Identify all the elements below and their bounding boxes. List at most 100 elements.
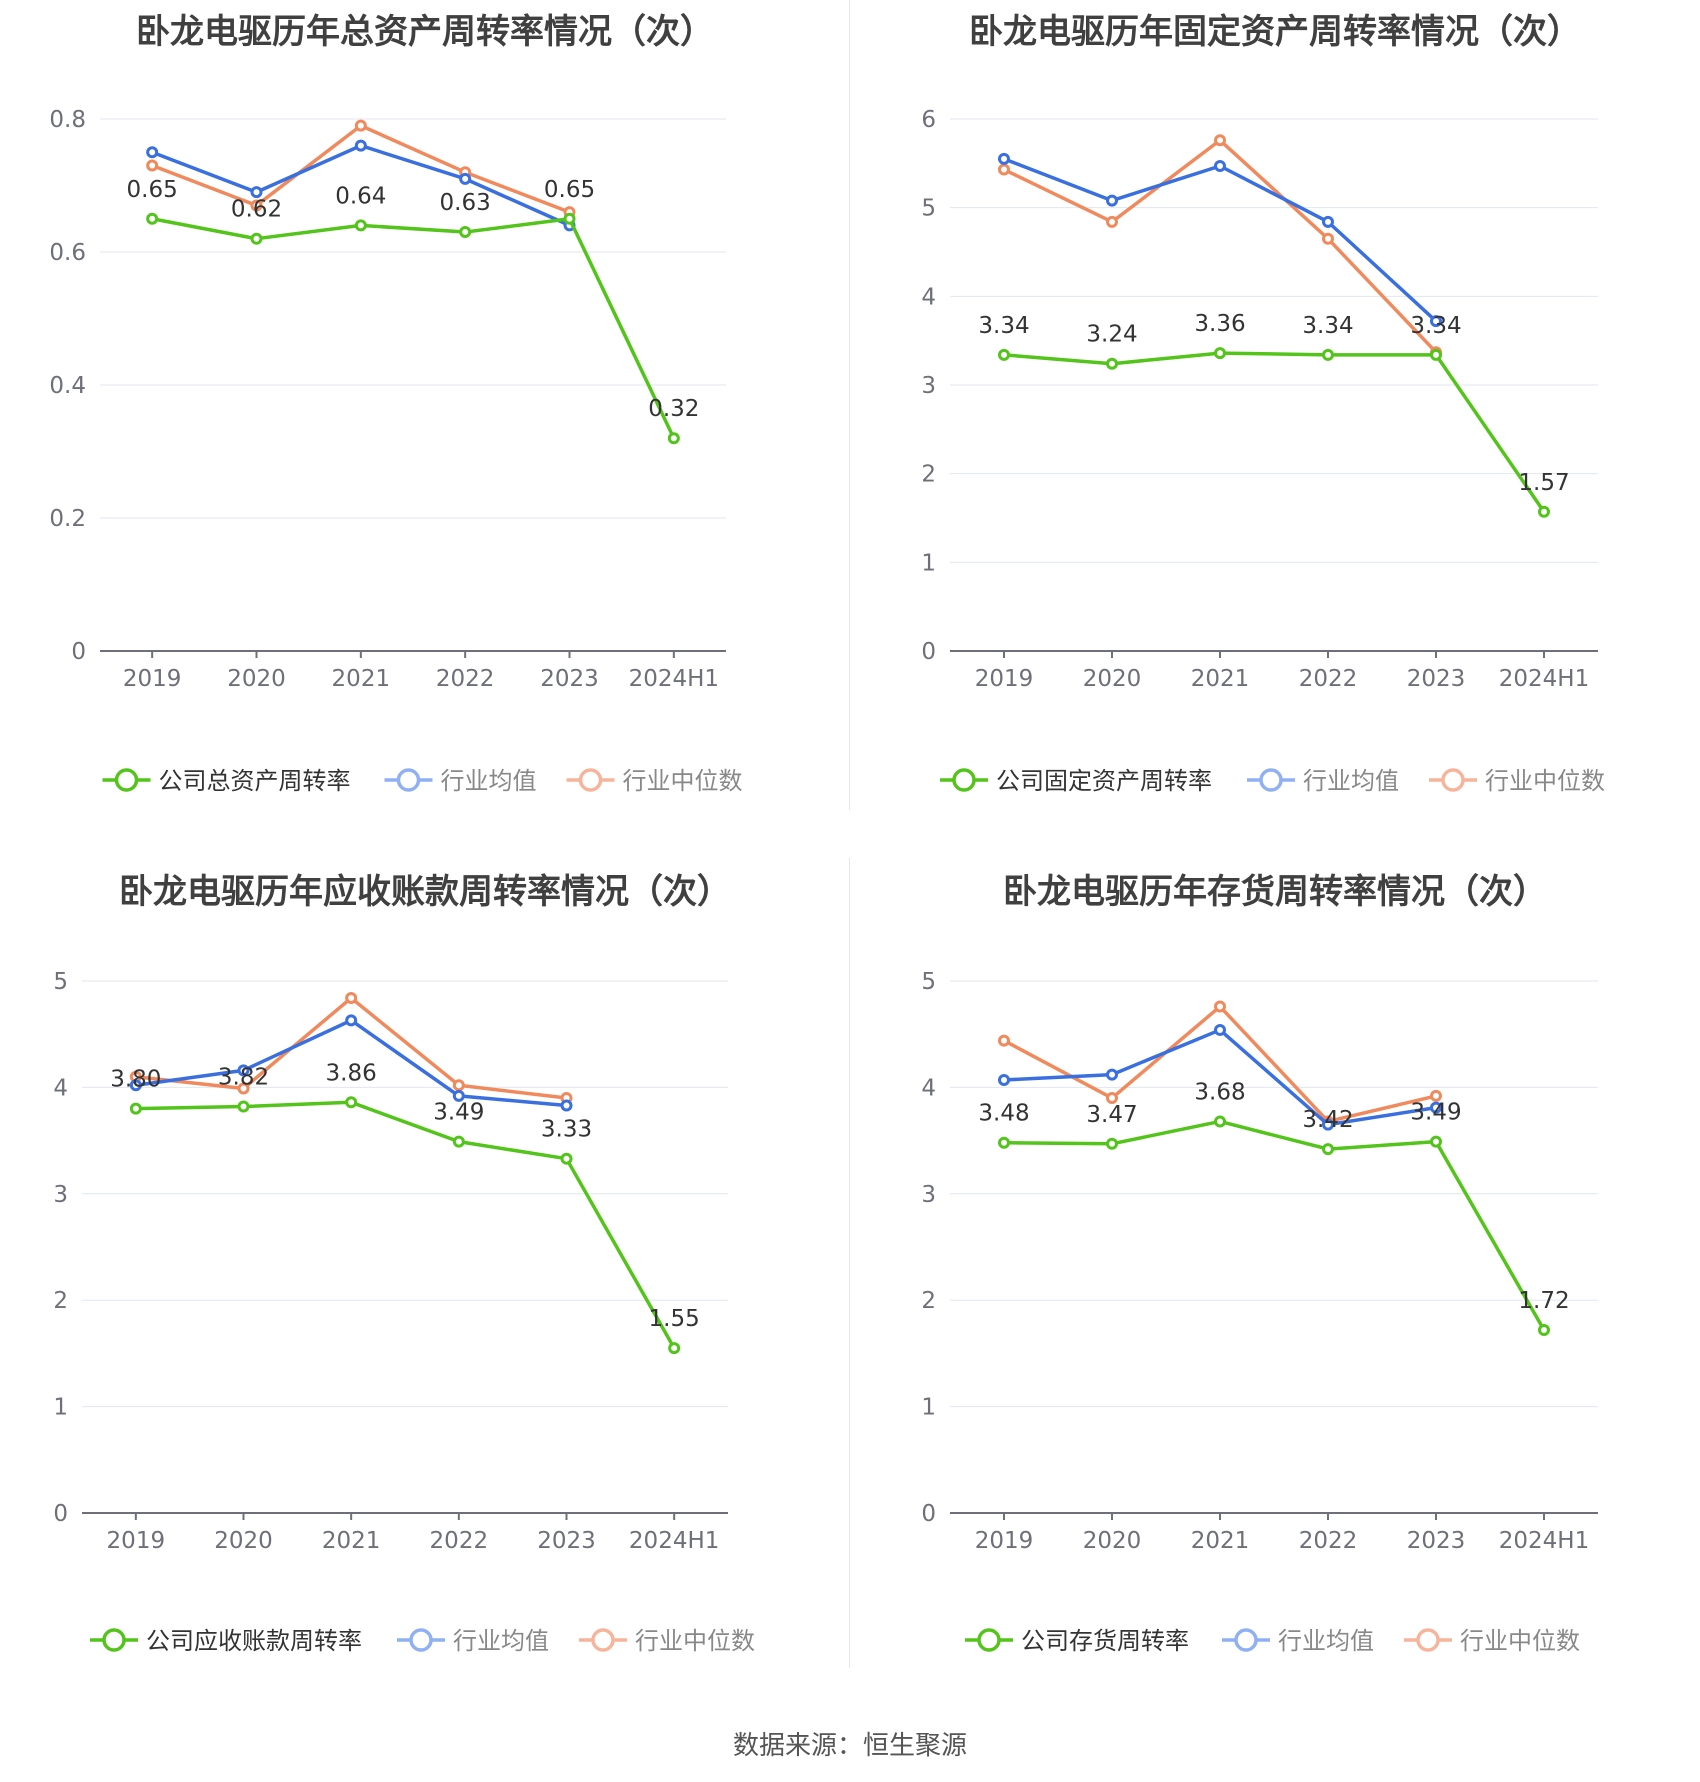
legend-label: 行业中位数 <box>1485 767 1605 795</box>
data-point <box>1430 315 1442 328</box>
data-point <box>560 1099 573 1112</box>
chart-title: 卧龙电驱历年应收账款周转率情况（次） <box>119 872 731 912</box>
x-tick-label: 2024H1 <box>629 1528 719 1554</box>
panel-divider-bottom <box>849 858 850 1668</box>
data-point <box>1430 1101 1442 1114</box>
data-point <box>452 1079 465 1092</box>
data-point <box>1106 1137 1118 1150</box>
x-tick-label: 2019 <box>975 1528 1034 1554</box>
x-tick-label: 2020 <box>227 666 286 692</box>
data-point <box>998 348 1010 361</box>
data-point <box>1214 347 1226 360</box>
y-tick-label: 4 <box>53 1075 68 1101</box>
legend-label: 公司应收账款周转率 <box>146 1627 362 1655</box>
data-label: 1.55 <box>649 1306 700 1332</box>
data-point <box>250 186 263 199</box>
legend-marker <box>102 1628 126 1652</box>
legend-marker <box>1259 768 1283 792</box>
legend-label: 公司固定资产周转率 <box>996 767 1212 795</box>
data-point <box>452 1135 465 1148</box>
y-tick-label: 0.4 <box>49 373 86 399</box>
x-tick-label: 2021 <box>1191 1528 1250 1554</box>
data-label: 0.62 <box>231 197 282 223</box>
data-point <box>1214 1000 1226 1013</box>
x-tick-label: 2019 <box>107 1528 166 1554</box>
data-label: 3.24 <box>1086 322 1137 348</box>
series-line <box>151 217 676 439</box>
legend-marker <box>1416 1628 1440 1652</box>
x-tick-label: 2022 <box>1299 666 1358 692</box>
legend-label: 行业均值 <box>1303 767 1399 795</box>
x-tick-label: 2024H1 <box>629 666 719 692</box>
y-tick-label: 0.8 <box>49 107 86 133</box>
data-point <box>345 992 358 1005</box>
data-point <box>1106 1092 1118 1105</box>
data-point <box>1322 215 1334 228</box>
data-label: 3.80 <box>110 1067 161 1093</box>
data-point <box>146 212 159 225</box>
series-line <box>1003 351 1546 513</box>
y-tick-label: 0 <box>71 639 86 665</box>
y-tick-label: 6 <box>921 107 936 133</box>
data-point <box>129 1102 142 1115</box>
data-label: 0.63 <box>440 190 491 216</box>
data-label: 1.57 <box>1518 470 1569 496</box>
data-label: 3.48 <box>978 1101 1029 1127</box>
data-label: 3.34 <box>978 313 1029 339</box>
data-point <box>250 199 263 212</box>
chart-panel-inventory-turnover: 卧龙电驱历年存货周转率情况（次） 0 1 2 3 4 5 2019 2020 2021 2022 2… <box>850 860 1700 1720</box>
legend-label: 行业均值 <box>441 767 537 795</box>
x-tick-label: 2020 <box>1083 666 1142 692</box>
data-point <box>1106 357 1118 370</box>
data-point <box>1322 1118 1334 1131</box>
x-tick-label: 2023 <box>1407 1528 1466 1554</box>
data-point <box>1106 1068 1118 1081</box>
chart-svg: 0 0.2 0.4 0.6 0.8 2019 2020 2021 2022 2023 2024H1 0… <box>49 107 743 795</box>
x-tick-label: 2024H1 <box>1499 666 1589 692</box>
data-label: 3.49 <box>1410 1100 1461 1126</box>
data-point <box>1538 505 1550 518</box>
legend-marker <box>409 1628 433 1652</box>
data-point <box>146 146 159 159</box>
y-tick-label: 1 <box>53 1395 68 1421</box>
y-tick-label: 3 <box>921 1182 936 1208</box>
y-tick-label: 2 <box>53 1288 68 1314</box>
data-point <box>998 152 1010 165</box>
data-point <box>345 1096 358 1109</box>
chart-panel-fixed-asset-turnover: 卧龙电驱历年固定资产周转率情况（次） 0 1 2 3 4 5 6 2019 2020 2021 20… <box>850 0 1700 860</box>
legend-marker <box>114 768 139 792</box>
data-label: 3.68 <box>1194 1079 1245 1105</box>
y-tick-label: 4 <box>921 284 936 310</box>
panel-divider-top <box>849 0 850 810</box>
legend-marker <box>396 768 421 792</box>
data-point <box>1322 348 1334 361</box>
data-label: 3.42 <box>1302 1107 1353 1133</box>
x-tick-label: 2019 <box>123 666 182 692</box>
legend-label: 行业中位数 <box>623 767 743 795</box>
data-point <box>354 219 367 232</box>
data-label: 3.36 <box>1194 311 1245 337</box>
data-point <box>146 159 159 172</box>
data-point <box>1106 215 1118 228</box>
chart-title: 卧龙电驱历年总资产周转率情况（次） <box>136 12 714 52</box>
data-point <box>452 1089 465 1102</box>
y-tick-label: 2 <box>921 462 936 488</box>
x-tick-label: 2023 <box>537 1528 596 1554</box>
data-point <box>998 163 1010 176</box>
y-tick-label: 5 <box>921 196 936 222</box>
legend-label: 公司存货周转率 <box>1021 1627 1189 1655</box>
y-tick-label: 0 <box>53 1501 68 1527</box>
data-label: 3.82 <box>218 1065 269 1091</box>
y-tick-label: 0.6 <box>49 240 86 266</box>
series-line <box>135 1100 676 1349</box>
x-tick-label: 2021 <box>322 1528 381 1554</box>
data-label: 0.64 <box>335 183 386 209</box>
data-point <box>668 1342 681 1355</box>
x-tick-label: 2021 <box>332 666 391 692</box>
data-point <box>1538 1323 1550 1336</box>
data-label: 0.65 <box>544 177 595 203</box>
data-label: 3.34 <box>1410 313 1461 339</box>
data-label: 1.72 <box>1518 1288 1569 1314</box>
data-point <box>998 1073 1010 1086</box>
legend-label: 公司总资产周转率 <box>159 767 351 795</box>
